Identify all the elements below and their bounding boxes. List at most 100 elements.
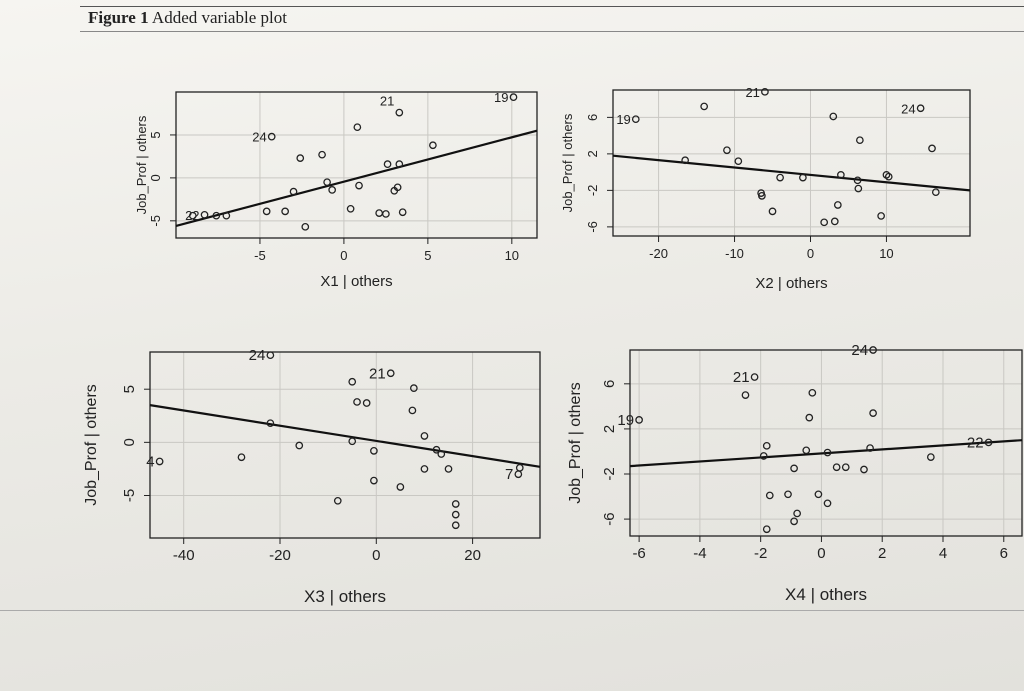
- y-tick-label: 5: [121, 385, 138, 393]
- data-point: [237, 453, 246, 462]
- data-point: [420, 432, 429, 440]
- data-point: [869, 409, 877, 417]
- data-point: [762, 441, 771, 450]
- data-point: [723, 146, 731, 155]
- data-point: [281, 207, 289, 216]
- x-tick-label: 0: [817, 545, 825, 562]
- data-point: [829, 112, 838, 121]
- data-point: [266, 419, 275, 428]
- data-point: [830, 217, 839, 226]
- data-point: [383, 160, 392, 168]
- point-label: 24: [249, 347, 266, 364]
- data-point: [762, 525, 771, 534]
- data-point: [869, 346, 877, 354]
- point-label: 21: [369, 365, 386, 382]
- data-point: [393, 183, 402, 192]
- data-point: [353, 123, 362, 132]
- data-point: [799, 173, 807, 182]
- figure-label: Figure 1: [88, 8, 149, 27]
- data-point: [793, 509, 801, 518]
- y-axis-label: Job_Prof | others: [560, 113, 575, 212]
- data-point: [681, 156, 690, 165]
- data-point: [396, 483, 405, 491]
- data-point: [155, 457, 164, 466]
- data-point: [734, 157, 743, 166]
- data-point: [420, 465, 429, 473]
- data-point: [882, 171, 891, 179]
- data-point: [289, 187, 298, 196]
- data-point: [362, 399, 371, 407]
- data-point: [866, 444, 874, 452]
- data-point: [750, 373, 759, 381]
- data-point: [408, 406, 417, 415]
- data-point: [410, 384, 418, 392]
- data-point: [853, 176, 862, 185]
- data-point: [395, 108, 404, 117]
- plot-frame: [629, 349, 1023, 537]
- data-point: [833, 201, 842, 209]
- data-point: [832, 463, 841, 472]
- data-point: [353, 398, 361, 406]
- point-label: 21: [745, 85, 759, 100]
- data-point: [790, 517, 798, 526]
- figure-caption: Figure 1 Added variable plot: [88, 8, 287, 28]
- data-point: [318, 150, 326, 159]
- plot-frame: [149, 351, 541, 539]
- x-axis-label: X2 | others: [755, 275, 827, 292]
- point-label: 21: [380, 94, 394, 109]
- data-point: [841, 463, 850, 472]
- data-point: [375, 209, 384, 217]
- data-point: [776, 173, 784, 182]
- data-point: [348, 377, 357, 386]
- data-point: [328, 186, 337, 194]
- point-label: 22: [967, 434, 984, 451]
- data-point: [301, 222, 310, 231]
- x-tick-label: -6: [632, 545, 645, 562]
- data-point: [355, 181, 363, 190]
- data-point: [222, 211, 231, 220]
- data-point: [188, 211, 197, 220]
- x-tick-label: 20: [464, 547, 481, 564]
- data-point: [860, 465, 868, 474]
- data-point: [437, 450, 446, 458]
- y-tick-label: 6: [601, 380, 618, 388]
- data-point: [296, 154, 305, 162]
- y-tick-label: 0: [121, 438, 138, 446]
- x-axis-label: X1 | others: [320, 273, 392, 290]
- data-point: [515, 464, 524, 472]
- data-point: [802, 446, 811, 455]
- data-point: [768, 207, 777, 216]
- point-label: 24: [851, 342, 868, 359]
- y-tick-label: 0: [148, 174, 163, 181]
- y-axis-label: Job_Prof | others: [134, 115, 149, 214]
- data-point: [333, 496, 342, 505]
- point-label: 24: [252, 130, 266, 145]
- x-tick-label: 5: [424, 248, 431, 263]
- plot-frame: [175, 91, 538, 239]
- chart-panel-1: -5 0 5 10 -5 0 5 X1 | others Job_Prof | others 24…: [134, 90, 538, 290]
- data-point: [429, 141, 437, 150]
- chart-panel-2: -20 -10 0 10 -6 -2 2 6 X2 | others Job_Prof | oth…: [560, 85, 971, 292]
- data-point: [926, 453, 935, 461]
- x-axis-label: X3 | others: [304, 587, 386, 606]
- data-point: [823, 499, 832, 508]
- y-tick-label: 2: [585, 150, 600, 157]
- data-point: [267, 132, 276, 141]
- x-tick-label: 0: [340, 248, 347, 263]
- x-tick-label: 10: [505, 248, 519, 263]
- data-point: [820, 218, 829, 227]
- data-point: [266, 351, 275, 360]
- data-point: [346, 204, 355, 213]
- point-label: 19: [617, 412, 634, 429]
- data-point: [758, 192, 766, 200]
- bottom-rule: [0, 610, 1024, 611]
- data-point: [432, 445, 441, 454]
- data-point: [212, 211, 221, 220]
- data-point: [323, 178, 331, 187]
- data-point: [805, 413, 814, 422]
- figure-title: Added variable plot: [151, 8, 287, 27]
- data-point: [877, 212, 885, 220]
- data-point: [856, 136, 864, 145]
- data-point: [262, 207, 271, 216]
